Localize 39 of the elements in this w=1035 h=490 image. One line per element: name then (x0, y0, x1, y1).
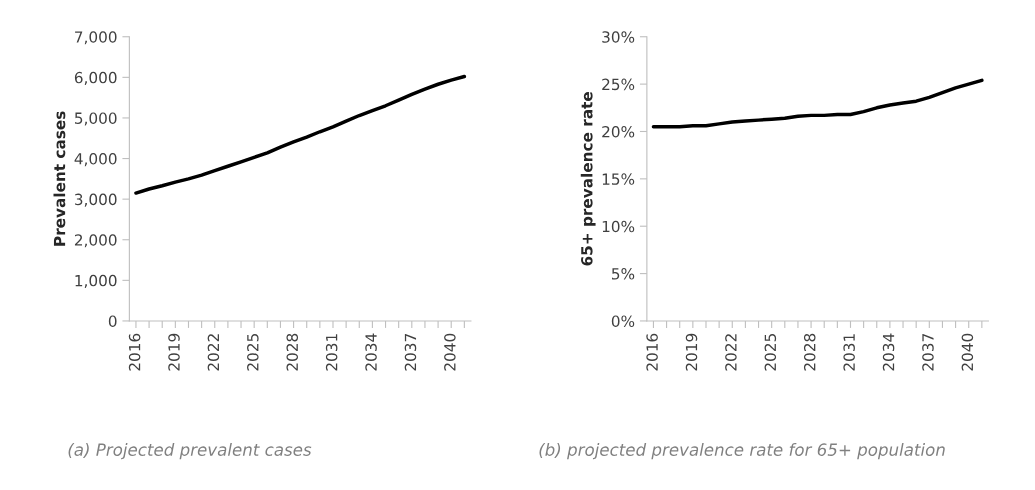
y-tick-label: 6,000 (74, 71, 117, 85)
x-tick-label: 2028 (286, 333, 299, 371)
text: (a) Projected prevalent cases (68, 443, 312, 460)
y-tick-label: 3,000 (75, 193, 117, 207)
y-tick-label: 2,000 (74, 234, 117, 248)
x-tick-label: 2025 (247, 334, 259, 371)
x-tick-label: 2040 (961, 333, 974, 371)
y-tick-label: 0 (108, 315, 117, 327)
x-tick-label: 2040 (444, 333, 456, 371)
x-tick-label: 2022 (207, 334, 220, 371)
y-tick-label: 30% (602, 31, 635, 43)
text: (b) projected prevalence rate for 65+ population (539, 443, 945, 460)
x-tick-label: 2019 (685, 333, 698, 371)
x-tick-label: 2034 (365, 333, 377, 371)
line-series (134, 74, 467, 195)
x-tick-label: 2034 (882, 333, 895, 371)
x-tick-label: 2025 (764, 334, 777, 371)
x-tick-label: 2037 (922, 334, 934, 371)
y-tick-label: 10% (602, 220, 635, 233)
y-tick-label: 4,000 (74, 153, 117, 167)
y-tick-label: 7,000 (75, 31, 117, 45)
y-axis-title: Prevalent cases (53, 111, 66, 246)
y-tick-label: 1,000 (75, 274, 117, 288)
x-tick-label: 2028 (803, 333, 816, 371)
x-tick-label: 2031 (843, 334, 855, 371)
line-series (651, 78, 984, 129)
x-tick-label: 2016 (646, 333, 658, 371)
y-tick-label: 20% (602, 125, 635, 138)
x-tick-label: 2019 (168, 333, 180, 371)
x-tick-label: 2031 (325, 334, 338, 371)
y-tick-label: 5% (612, 268, 635, 280)
y-tick-label: 25% (602, 78, 635, 91)
x-tick-label: 2022 (725, 334, 737, 371)
y-tick-label: 5,000 (75, 112, 117, 126)
y-tick-label: 0% (611, 315, 635, 327)
y-tick-label: 15% (602, 173, 635, 185)
x-tick-label: 2016 (128, 333, 141, 371)
y-axis-title: 65+ prevalence rate (580, 91, 596, 266)
x-tick-label: 2037 (404, 334, 417, 371)
